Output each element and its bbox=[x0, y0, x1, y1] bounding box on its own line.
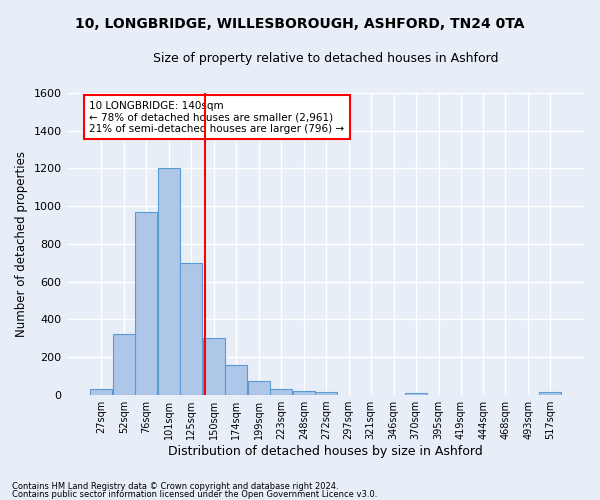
Y-axis label: Number of detached properties: Number of detached properties bbox=[15, 151, 28, 337]
X-axis label: Distribution of detached houses by size in Ashford: Distribution of detached houses by size … bbox=[169, 444, 483, 458]
Bar bbox=[270, 389, 292, 394]
Bar bbox=[135, 212, 157, 394]
Text: 10, LONGBRIDGE, WILLESBOROUGH, ASHFORD, TN24 0TA: 10, LONGBRIDGE, WILLESBOROUGH, ASHFORD, … bbox=[75, 18, 525, 32]
Bar bbox=[113, 334, 135, 394]
Bar bbox=[315, 392, 337, 394]
Bar bbox=[539, 392, 562, 394]
Text: Contains HM Land Registry data © Crown copyright and database right 2024.: Contains HM Land Registry data © Crown c… bbox=[12, 482, 338, 491]
Text: Contains public sector information licensed under the Open Government Licence v3: Contains public sector information licen… bbox=[12, 490, 377, 499]
Bar bbox=[203, 338, 225, 394]
Bar bbox=[158, 168, 180, 394]
Bar bbox=[404, 392, 427, 394]
Title: Size of property relative to detached houses in Ashford: Size of property relative to detached ho… bbox=[153, 52, 499, 66]
Bar bbox=[90, 389, 112, 394]
Bar bbox=[293, 391, 315, 394]
Bar bbox=[248, 382, 270, 394]
Text: 10 LONGBRIDGE: 140sqm
← 78% of detached houses are smaller (2,961)
21% of semi-d: 10 LONGBRIDGE: 140sqm ← 78% of detached … bbox=[89, 100, 344, 134]
Bar bbox=[180, 262, 202, 394]
Bar bbox=[225, 366, 247, 394]
